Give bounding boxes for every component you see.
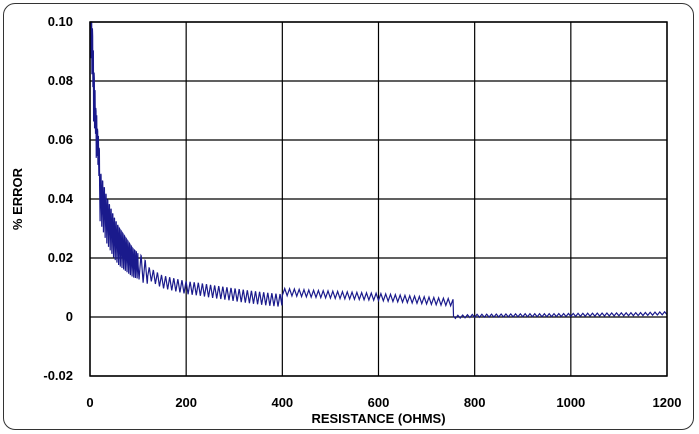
y-tick-label: 0.04	[48, 191, 74, 206]
x-axis-title: RESISTANCE (OHMS)	[311, 411, 445, 426]
y-axis-title: % ERROR	[10, 167, 25, 230]
y-tick-label: 0	[66, 309, 73, 324]
y-tick-labels: -0.02 0 0.02 0.04 0.06 0.08 0.10	[43, 14, 73, 383]
plot-border	[89, 21, 668, 377]
x-tick-label: 200	[175, 395, 197, 410]
x-tick-labels: 0 200 400 600 800 1000 1200	[86, 395, 681, 410]
series-line	[89, 21, 668, 320]
y-tick-label: 0.10	[48, 14, 73, 29]
x-tick-label: 1000	[556, 395, 585, 410]
y-tick-label: 0.08	[48, 73, 73, 88]
x-tick-label: 0	[86, 395, 93, 410]
y-tick-label: 0.06	[48, 132, 73, 147]
x-tick-label: 800	[464, 395, 486, 410]
x-tick-label: 400	[271, 395, 293, 410]
y-tick-label: -0.02	[43, 368, 73, 383]
y-tick-label: 0.02	[48, 250, 73, 265]
x-tick-label: 600	[368, 395, 390, 410]
x-tick-label: 1200	[653, 395, 682, 410]
